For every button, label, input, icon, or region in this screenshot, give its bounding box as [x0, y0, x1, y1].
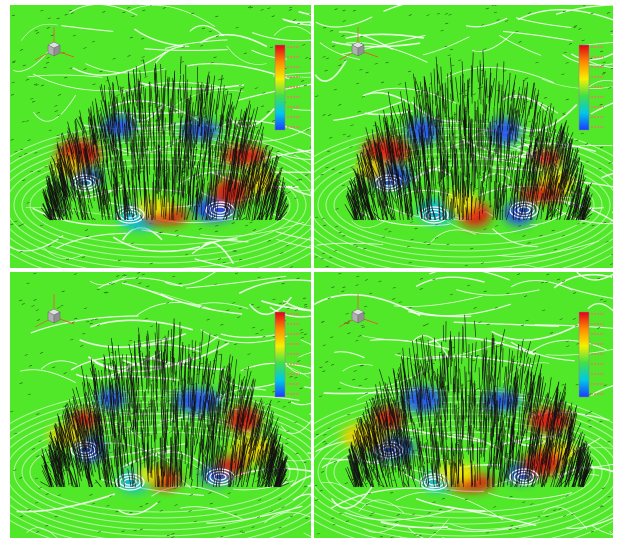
colorbar — [275, 312, 285, 397]
vector-tick — [613, 352, 616, 353]
panel — [278, 0, 623, 287]
streamline — [612, 206, 623, 212]
page: (() => { JSON.parse(document.getElementB… — [0, 0, 623, 544]
figure — [0, 0, 623, 544]
colorbar — [579, 45, 589, 130]
colorbar — [275, 45, 285, 130]
panel — [278, 262, 623, 544]
